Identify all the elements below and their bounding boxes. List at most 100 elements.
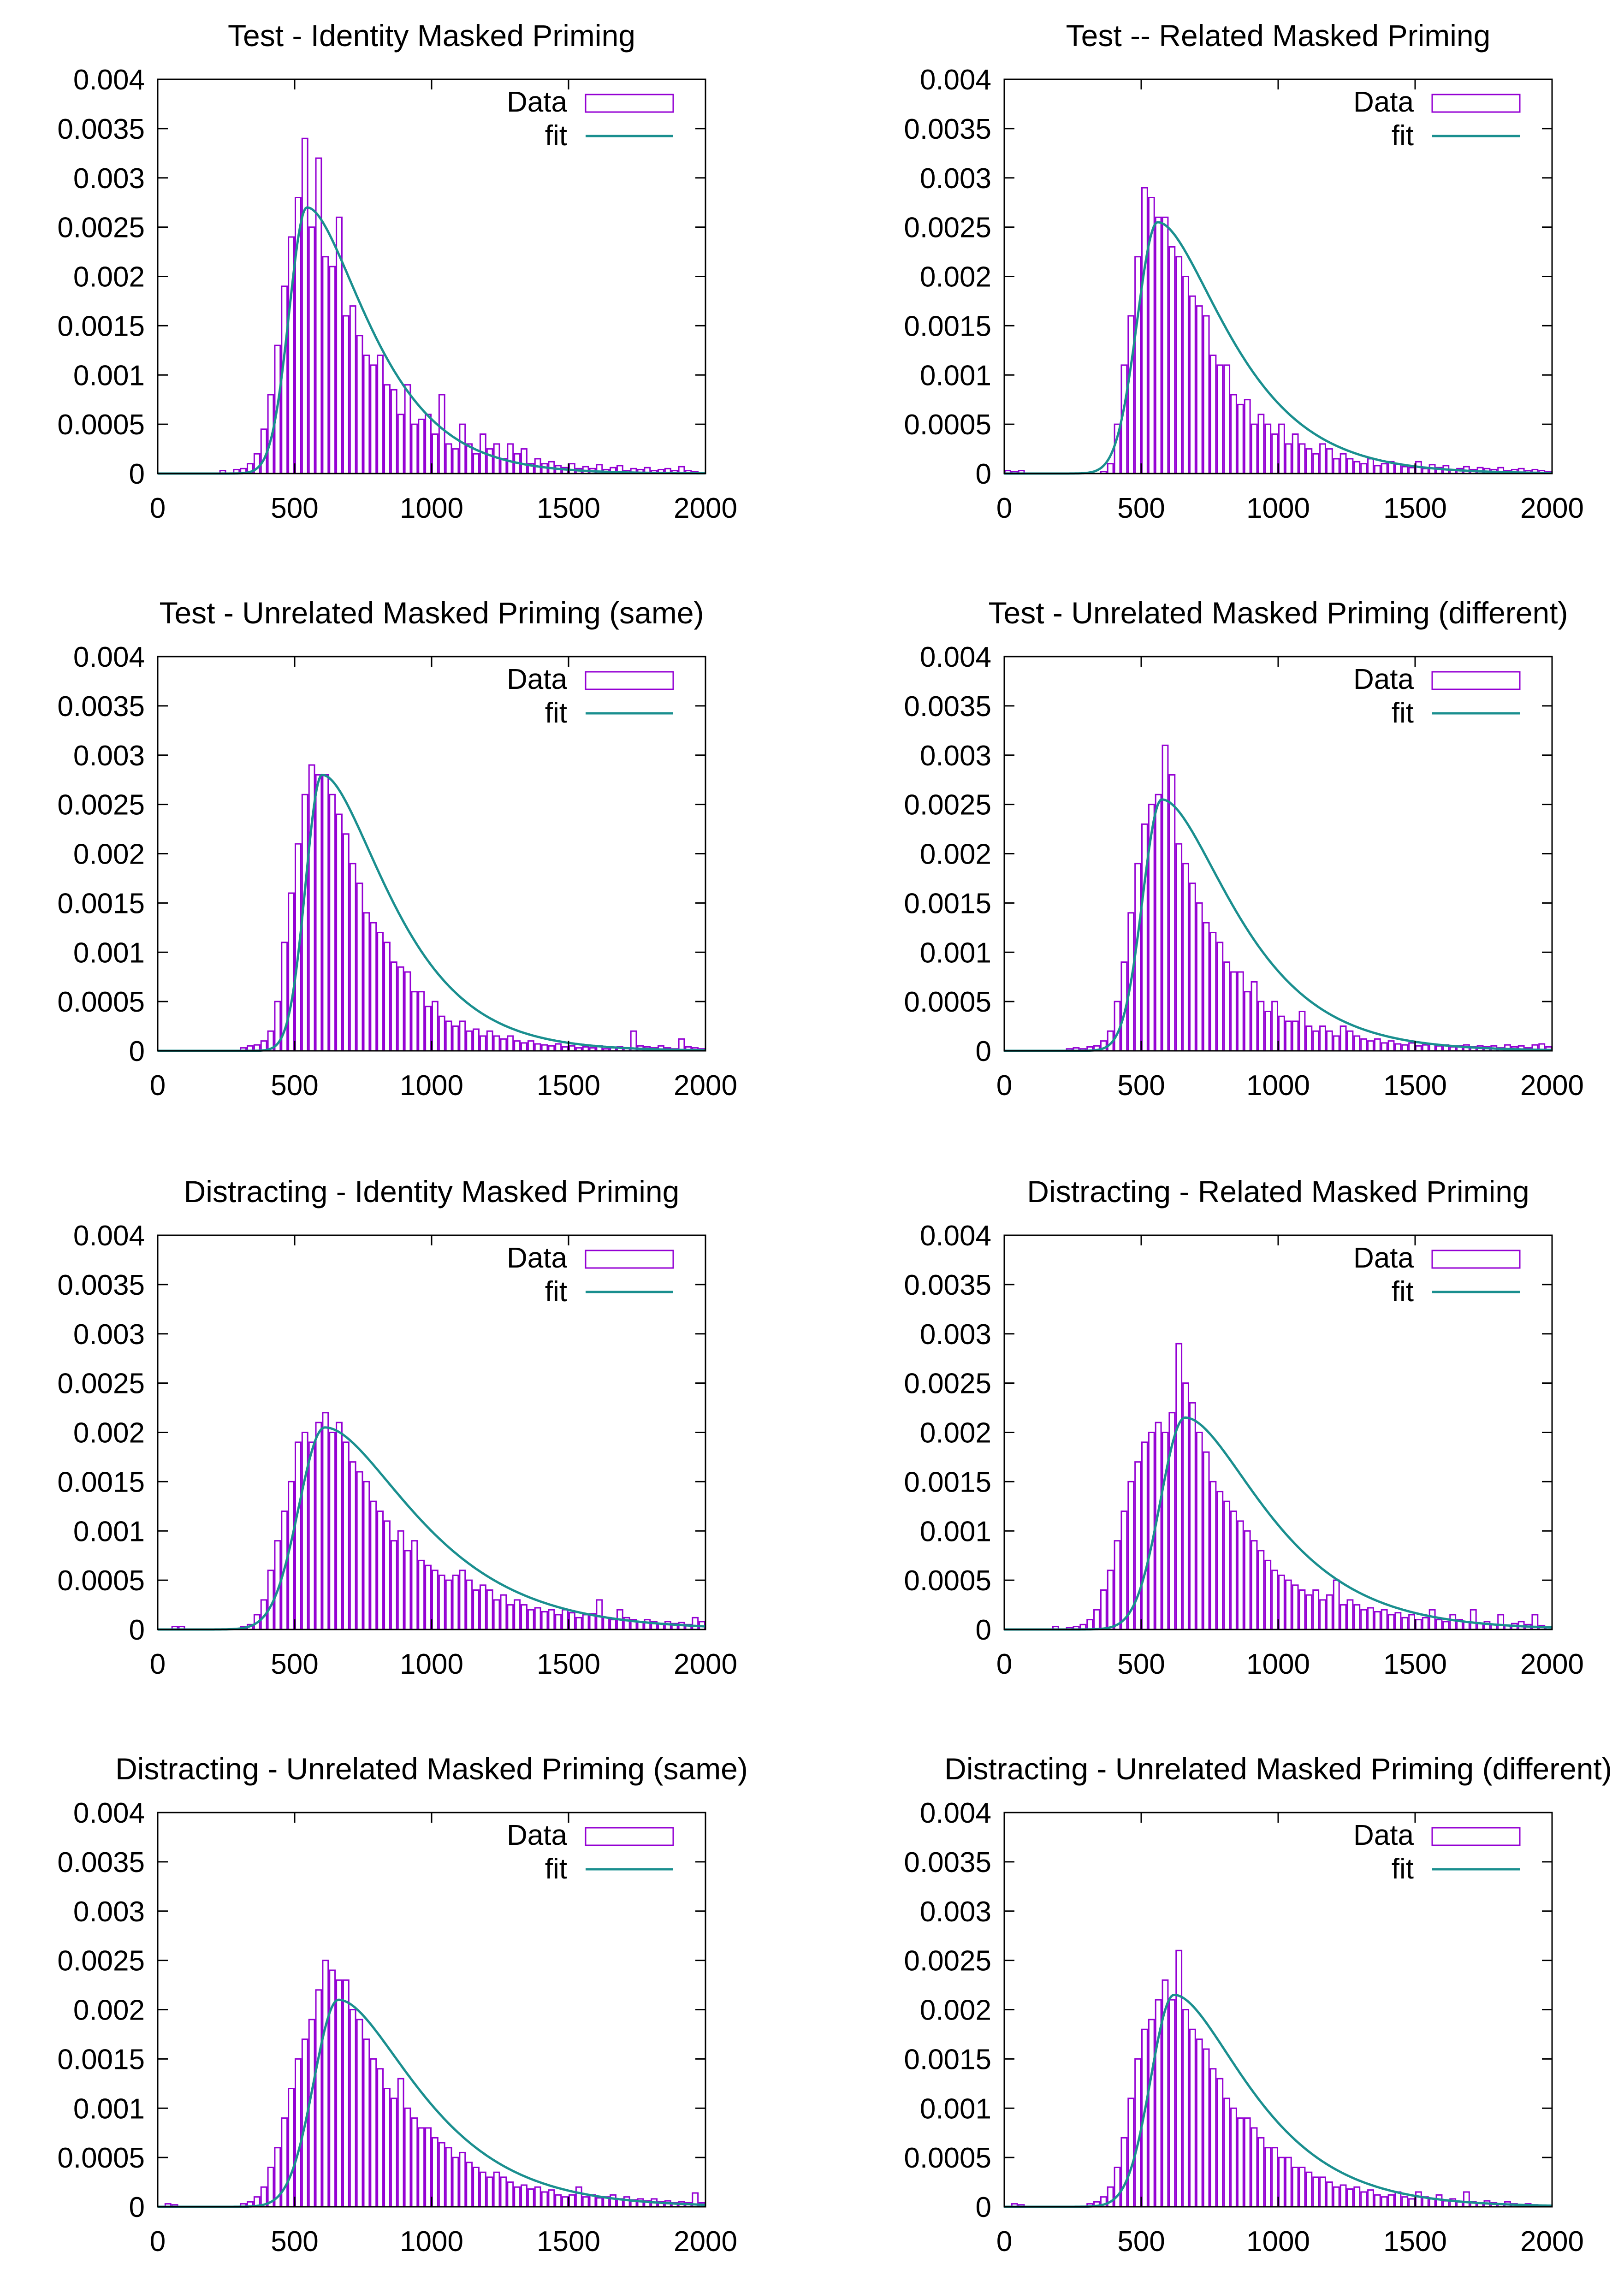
histogram-bar bbox=[384, 2088, 391, 2208]
histogram-bar bbox=[1435, 2194, 1443, 2208]
x-tick-label: 1000 bbox=[400, 492, 463, 524]
histogram-bar bbox=[1408, 1042, 1415, 1052]
histogram-bar bbox=[1203, 2048, 1210, 2208]
y-tick-label: 0.0035 bbox=[57, 1847, 145, 1878]
histogram-bar bbox=[1237, 403, 1244, 474]
histogram-bar bbox=[562, 1609, 569, 1630]
histogram-bar bbox=[288, 892, 295, 1052]
histogram-bar bbox=[363, 355, 370, 474]
histogram-bar bbox=[1415, 2191, 1422, 2208]
histogram-bar bbox=[425, 414, 432, 474]
histogram-bar bbox=[390, 1540, 397, 1630]
histogram-bar bbox=[295, 1441, 302, 1630]
histogram-bar bbox=[514, 1599, 521, 1630]
histogram-bar bbox=[288, 1481, 295, 1630]
histogram-bar bbox=[1442, 1621, 1450, 1630]
data-bars bbox=[164, 1960, 706, 2208]
histogram-bar bbox=[466, 2162, 473, 2208]
histogram-bar bbox=[473, 1589, 480, 1630]
legend-swatch-data bbox=[1431, 1827, 1521, 1846]
x-tick-label: 500 bbox=[1117, 1648, 1165, 1680]
histogram-bar bbox=[1196, 1432, 1203, 1630]
x-tick-label: 0 bbox=[150, 492, 166, 524]
y-tick-label: 0.0005 bbox=[904, 2142, 991, 2174]
y-tick-label: 0.001 bbox=[73, 360, 145, 391]
histogram-bar bbox=[1209, 1481, 1217, 1630]
histogram-bar bbox=[1209, 355, 1217, 474]
histogram-bar bbox=[466, 1579, 473, 1630]
histogram-bar bbox=[1353, 461, 1361, 474]
histogram-bar bbox=[1298, 1589, 1306, 1630]
y-tick-label: 0.0035 bbox=[904, 113, 991, 145]
y-tick-label: 0.002 bbox=[920, 839, 991, 871]
histogram-bar bbox=[555, 1614, 562, 1630]
y-tick-label: 0.004 bbox=[73, 641, 145, 673]
histogram-bar bbox=[370, 922, 377, 1052]
histogram-bar bbox=[1428, 2198, 1436, 2208]
histogram-bar bbox=[1278, 1574, 1285, 1630]
histogram-bar bbox=[548, 1609, 555, 1630]
histogram-bar bbox=[623, 2196, 630, 2208]
histogram-bar bbox=[1387, 1040, 1395, 1052]
histogram-bar bbox=[521, 1604, 528, 1630]
y-tick-label: 0.002 bbox=[73, 839, 145, 871]
histogram-bar bbox=[1203, 1451, 1210, 1630]
x-tick-label: 2000 bbox=[1520, 2226, 1584, 2257]
histogram-bar bbox=[1114, 1001, 1121, 1052]
histogram-bar bbox=[1203, 922, 1210, 1052]
histogram-bar bbox=[1168, 1999, 1176, 2208]
histogram-bar bbox=[1381, 2196, 1388, 2208]
fit-curve bbox=[1004, 798, 1552, 1052]
histogram-bar bbox=[1107, 1570, 1114, 1630]
histogram-bar bbox=[1353, 2186, 1361, 2208]
histogram-bar bbox=[1346, 1599, 1354, 1630]
histogram-bar bbox=[1312, 1030, 1320, 1052]
histogram-bar bbox=[534, 1607, 541, 1630]
histogram-bar bbox=[377, 932, 384, 1052]
y-tick-label: 0.0015 bbox=[57, 888, 145, 919]
histogram-bar bbox=[288, 2088, 295, 2208]
legend-label-data: Data bbox=[1353, 664, 1414, 695]
histogram-bar bbox=[445, 1579, 452, 1630]
legend-label-fit: fit bbox=[1392, 697, 1414, 729]
y-tick-label: 0.004 bbox=[73, 1797, 145, 1829]
data-bars bbox=[1066, 744, 1552, 1052]
y-tick-label: 0.002 bbox=[73, 1417, 145, 1449]
histogram-bar bbox=[1333, 458, 1340, 474]
y-tick-label: 0.002 bbox=[920, 1995, 991, 2026]
histogram-bar bbox=[445, 1020, 452, 1052]
histogram-bar bbox=[1271, 2147, 1278, 2208]
histogram-bar bbox=[390, 2097, 397, 2208]
histogram-bar bbox=[315, 1422, 322, 1630]
histogram-bar bbox=[1086, 1619, 1094, 1630]
histogram-bar bbox=[486, 2176, 493, 2208]
data-bars bbox=[1004, 187, 1552, 474]
histogram-bar bbox=[322, 1960, 329, 2208]
histogram-bar bbox=[1463, 2191, 1470, 2208]
histogram-bar bbox=[1292, 1584, 1299, 1630]
x-tick-label: 500 bbox=[271, 492, 318, 524]
histogram-bar bbox=[301, 794, 308, 1052]
chart-title: Distracting - Identity Masked Priming bbox=[184, 1174, 680, 1209]
y-tick-label: 0.0035 bbox=[904, 1847, 991, 1878]
histogram-bar bbox=[1141, 187, 1148, 474]
histogram-bar bbox=[1298, 443, 1306, 474]
histogram-bar bbox=[1223, 364, 1231, 474]
x-tick-label: 0 bbox=[150, 1648, 166, 1680]
x-tick-label: 1000 bbox=[400, 2226, 463, 2257]
histogram-bar bbox=[500, 1038, 507, 1052]
histogram-bar bbox=[452, 1025, 459, 1052]
histogram-bar bbox=[1120, 1511, 1128, 1630]
y-tick-label: 0.003 bbox=[920, 163, 991, 195]
histogram-bar bbox=[1141, 1441, 1148, 1630]
legend-label-data: Data bbox=[507, 1819, 567, 1851]
histogram-bar bbox=[315, 774, 322, 1052]
data-bars bbox=[171, 1412, 706, 1630]
y-tick-label: 0.0015 bbox=[57, 310, 145, 342]
histogram-bar bbox=[1319, 1025, 1326, 1052]
histogram-bar bbox=[411, 423, 418, 474]
x-tick-label: 1500 bbox=[1383, 1648, 1447, 1680]
y-tick-label: 0.0015 bbox=[57, 2044, 145, 2075]
histogram-bar bbox=[1134, 256, 1141, 474]
histogram-bar bbox=[370, 1500, 377, 1630]
